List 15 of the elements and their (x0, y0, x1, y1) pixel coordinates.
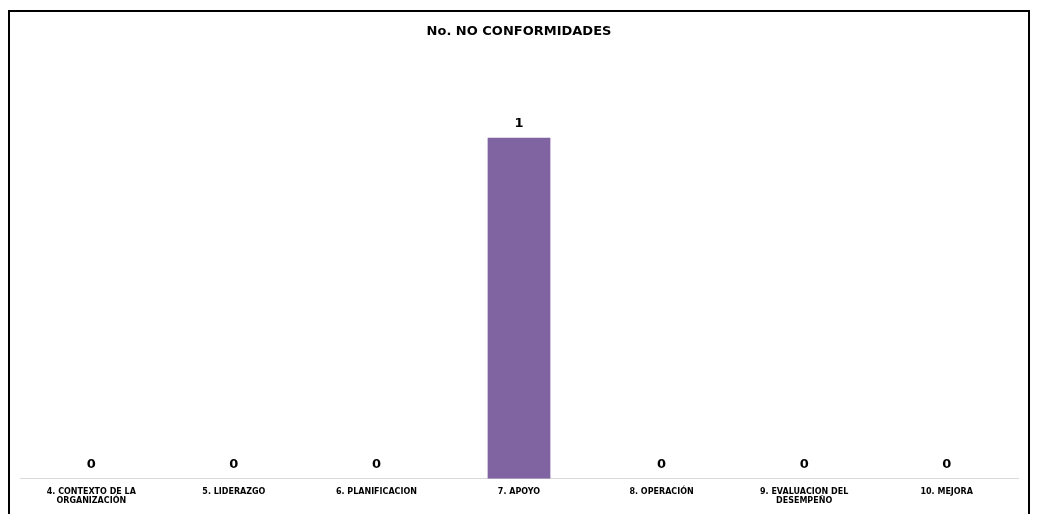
x-tick-label: 9. EVALUACION DEL DESEMPEÑO (760, 486, 849, 506)
data-label: 0 (942, 455, 952, 471)
data-label: 0 (229, 455, 239, 471)
x-tick-label: 5. LIDERAZGO (202, 486, 266, 496)
data-label: 0 (657, 455, 667, 471)
x-tick-label: 7. APOYO (497, 486, 541, 496)
x-tick-label: 6. PLANIFICACION (335, 486, 417, 496)
chart-title: No. NO CONFORMIDADES (426, 23, 612, 39)
x-tick-label: 4. CONTEXTO DE LA ORGANIZACIÓN (46, 486, 137, 506)
data-label: 0 (371, 455, 381, 471)
data-label: 1 (514, 114, 524, 130)
data-label: 0 (799, 455, 809, 471)
x-tick-label: 8. OPERACIÓN (629, 484, 694, 496)
data-label: 0 (86, 455, 96, 471)
x-tick-label: 10. MEJORA (920, 486, 974, 496)
